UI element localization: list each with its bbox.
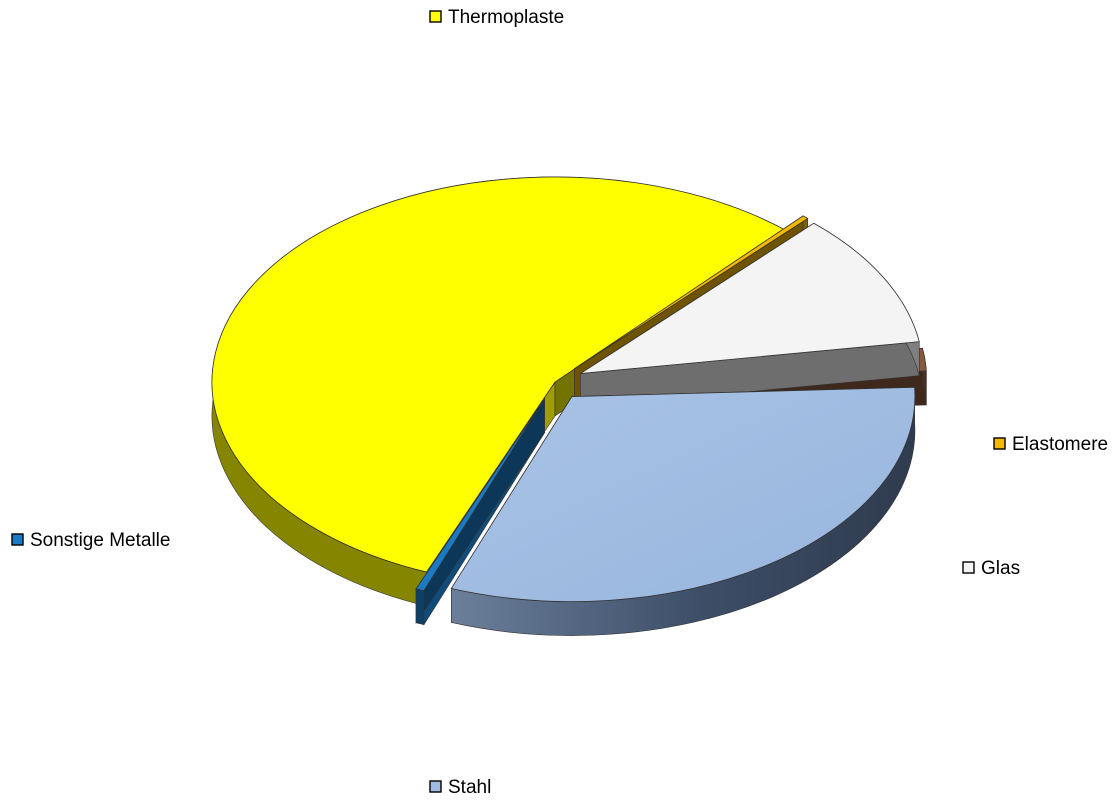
label-stahl: Stahl (429, 777, 491, 798)
pie-labels: Thermoplaste Stahl Sonstige Metalle Glas Ela… (11, 7, 1108, 798)
slice-top (211, 176, 785, 573)
legend-text: Sonstige Metalle (30, 530, 170, 551)
legend-key (11, 533, 24, 546)
legend-key (962, 561, 975, 574)
slice-glas (580, 222, 920, 409)
label-glas: Glas (962, 558, 1020, 579)
slice-top (450, 386, 916, 602)
legend-text: Elastomere (1012, 434, 1108, 455)
slice-top (415, 398, 545, 592)
legend-key (993, 437, 1006, 450)
slice-top (580, 222, 920, 374)
label-elastomere: Elastomere (993, 434, 1108, 455)
legend-text: Thermoplaste (448, 7, 564, 28)
slice-sonstige-metalle (415, 397, 545, 626)
legend-text: Glas (981, 558, 1020, 579)
slice-rim (415, 588, 425, 626)
legend-text: Stahl (448, 777, 491, 798)
slice-top (574, 215, 809, 370)
label-sonstige-metalle: Sonstige Metalle (11, 530, 170, 551)
pie-slices (211, 176, 927, 636)
slice-stahl (450, 386, 916, 636)
label-thermoplaste: Thermoplaste (429, 7, 564, 28)
legend-key (429, 780, 442, 793)
legend-key (429, 10, 442, 23)
